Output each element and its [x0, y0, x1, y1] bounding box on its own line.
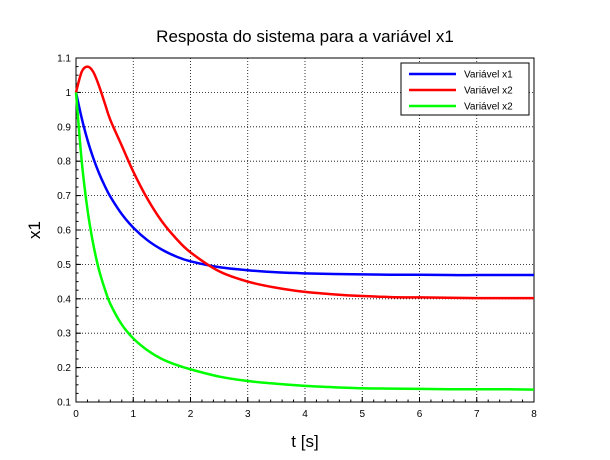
y-tick-label: 1: [65, 88, 71, 99]
series-line-1: [74, 92, 534, 277]
x-tick-labels: 0 1 2 3 4 5 6 7 8: [73, 409, 537, 420]
x-tick-label: 5: [359, 409, 365, 420]
x-tick-label: 2: [188, 409, 194, 420]
series-line-3: [74, 92, 535, 391]
y-tick-label: 0.1: [57, 398, 71, 409]
x-tick-label: 7: [474, 409, 480, 420]
x-tick-label: 6: [417, 409, 423, 420]
legend-label-2: Variável x2: [464, 86, 513, 97]
y-tick-label: 0.6: [57, 226, 71, 237]
y-tick-label: 0.2: [57, 363, 71, 374]
grid: [76, 58, 534, 402]
x-tick-label: 1: [130, 409, 136, 420]
legend-label-3: Variável x2: [464, 102, 513, 113]
y-axis-label: x1: [25, 221, 44, 239]
series-lines: [74, 65, 535, 391]
y-tick-label: 0.8: [57, 157, 71, 168]
x-tick-label: 8: [531, 409, 537, 420]
legend: Variável x1 Variável x2 Variável x2: [400, 62, 530, 116]
chart-title: Resposta do sistema para a variável x1: [156, 27, 454, 46]
series-line-2: [74, 65, 534, 300]
y-tick-labels: 0.1 0.2 0.3 0.4 0.5 0.6 0.7 0.8 0.9 1 1.1: [57, 54, 71, 409]
x-tick-label: 3: [245, 409, 251, 420]
y-tick-label: 1.1: [57, 54, 71, 65]
y-tick-label: 0.3: [57, 329, 71, 340]
y-tick-label: 0.5: [57, 260, 71, 271]
y-tick-label: 0.4: [57, 294, 71, 305]
axis-ticks: [75, 57, 535, 403]
x-axis-label: t [s]: [291, 432, 318, 451]
x-tick-label: 0: [73, 409, 79, 420]
x-tick-label: 4: [302, 409, 308, 420]
y-tick-label: 0.9: [57, 122, 71, 133]
legend-label-1: Variável x1: [464, 70, 513, 81]
y-tick-label: 0.7: [57, 191, 71, 202]
